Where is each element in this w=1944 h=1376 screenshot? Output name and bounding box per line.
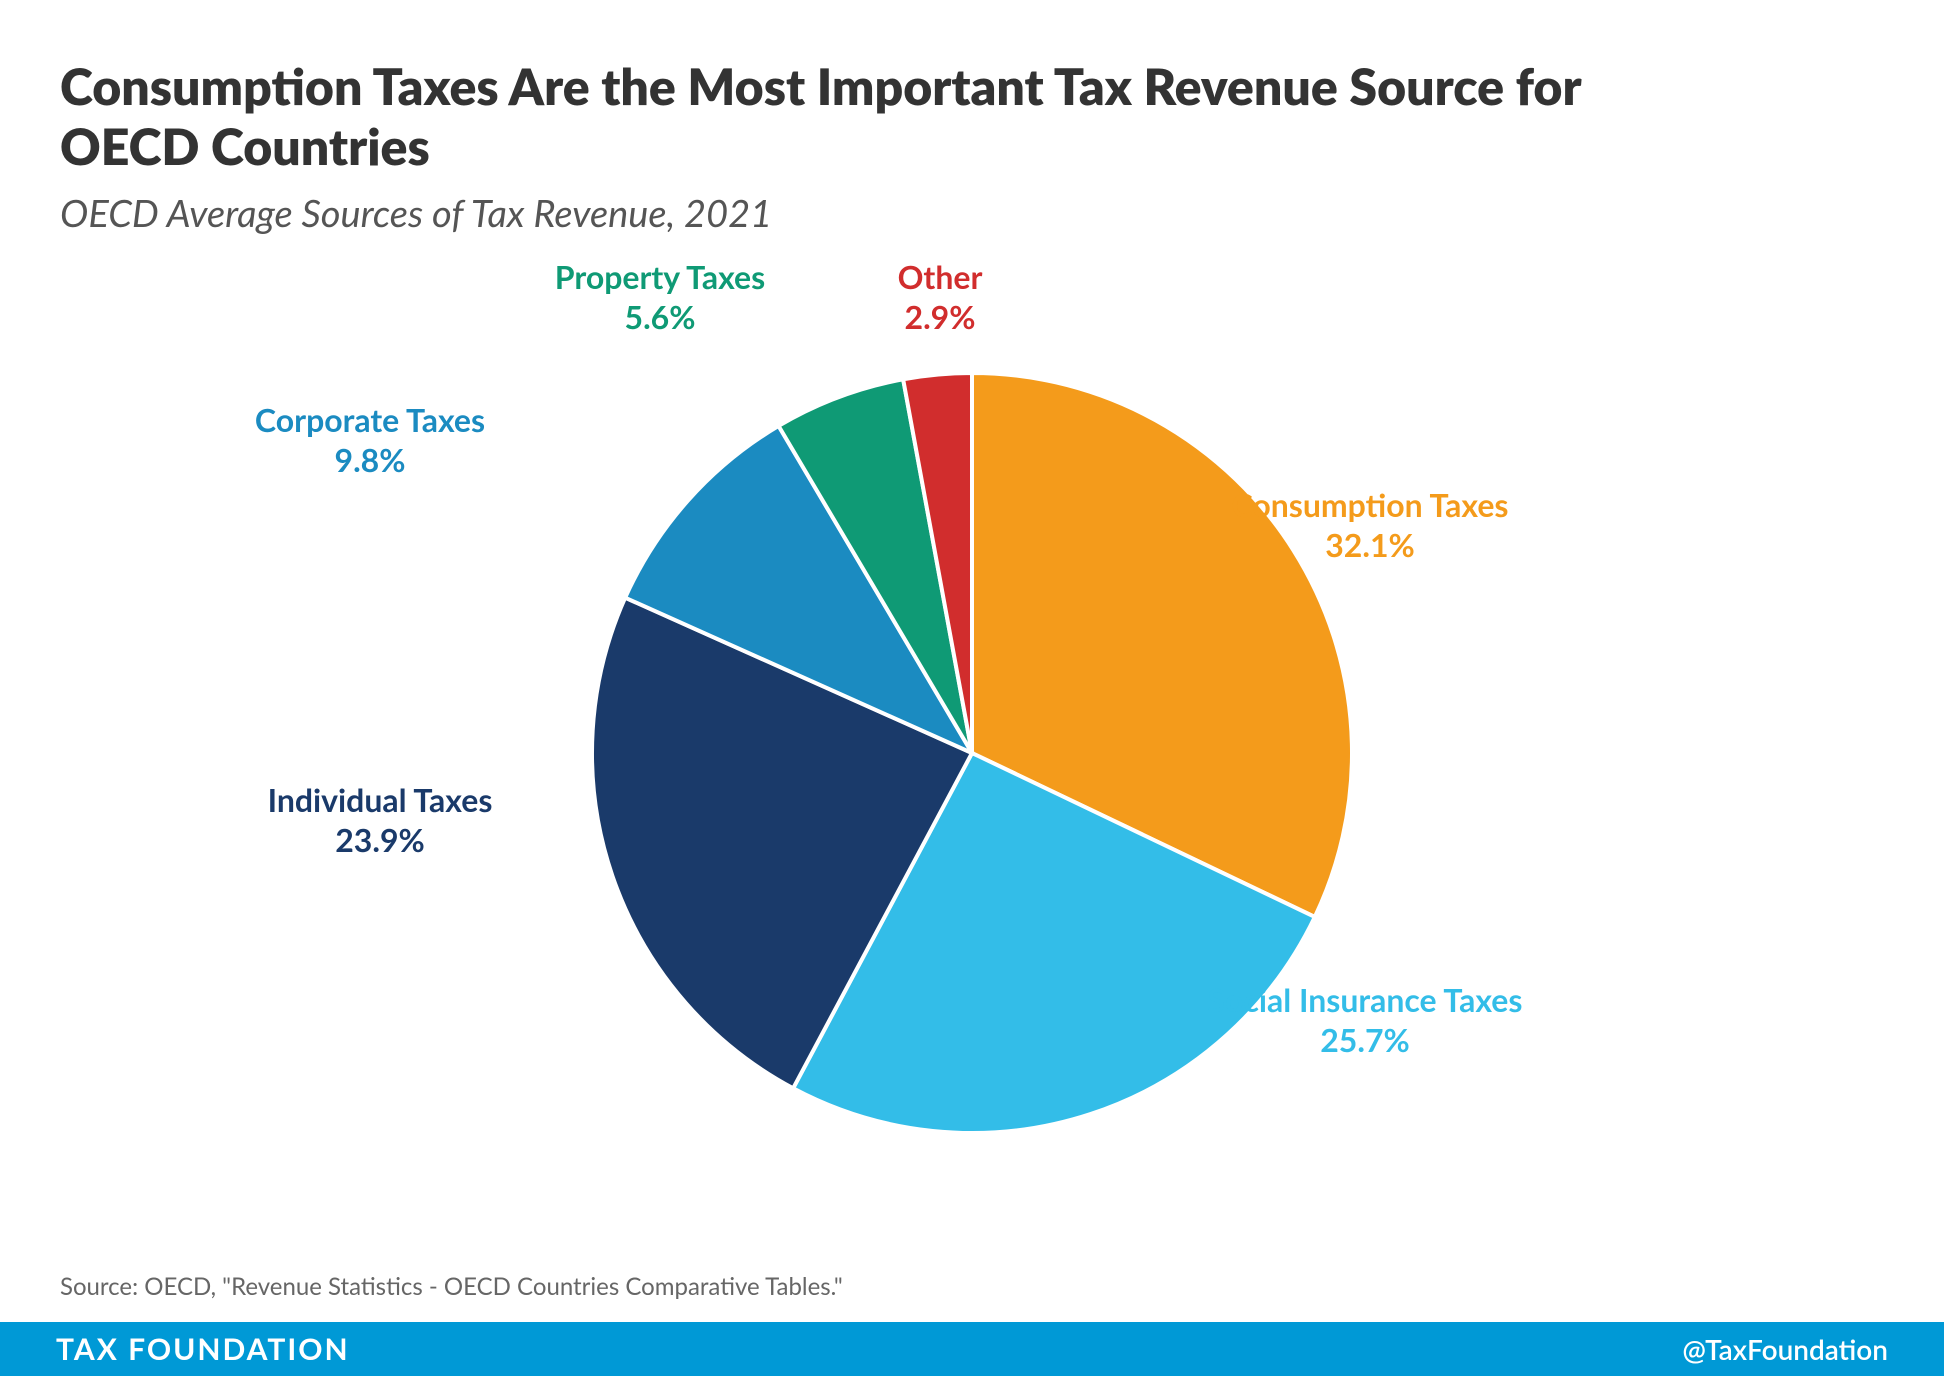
pie-slice-label: Corporate Taxes9.8% [255, 400, 485, 480]
footer-brand: TAX FOUNDATION [56, 1331, 350, 1367]
pie-slice-label: Individual Taxes23.9% [268, 780, 493, 860]
source-line: Source: OECD, "Revenue Statistics - OECD… [60, 1272, 843, 1301]
chart-title: Consumption Taxes Are the Most Important… [60, 56, 1660, 176]
footer-bar: TAX FOUNDATION @TaxFoundation [0, 1322, 1944, 1376]
pie-slice-label: Other2.9% [898, 257, 983, 337]
pie-slice-label: Consumption Taxes32.1% [1232, 485, 1509, 565]
chart-subtitle: OECD Average Sources of Tax Revenue, 202… [60, 190, 1884, 236]
pie-slice-label: Social Insurance Taxes25.7% [1208, 980, 1523, 1060]
footer-handle: @TaxFoundation [1682, 1332, 1888, 1366]
pie-slice-label: Property Taxes5.6% [555, 257, 765, 337]
chart-container: Consumption Taxes Are the Most Important… [0, 0, 1944, 1376]
